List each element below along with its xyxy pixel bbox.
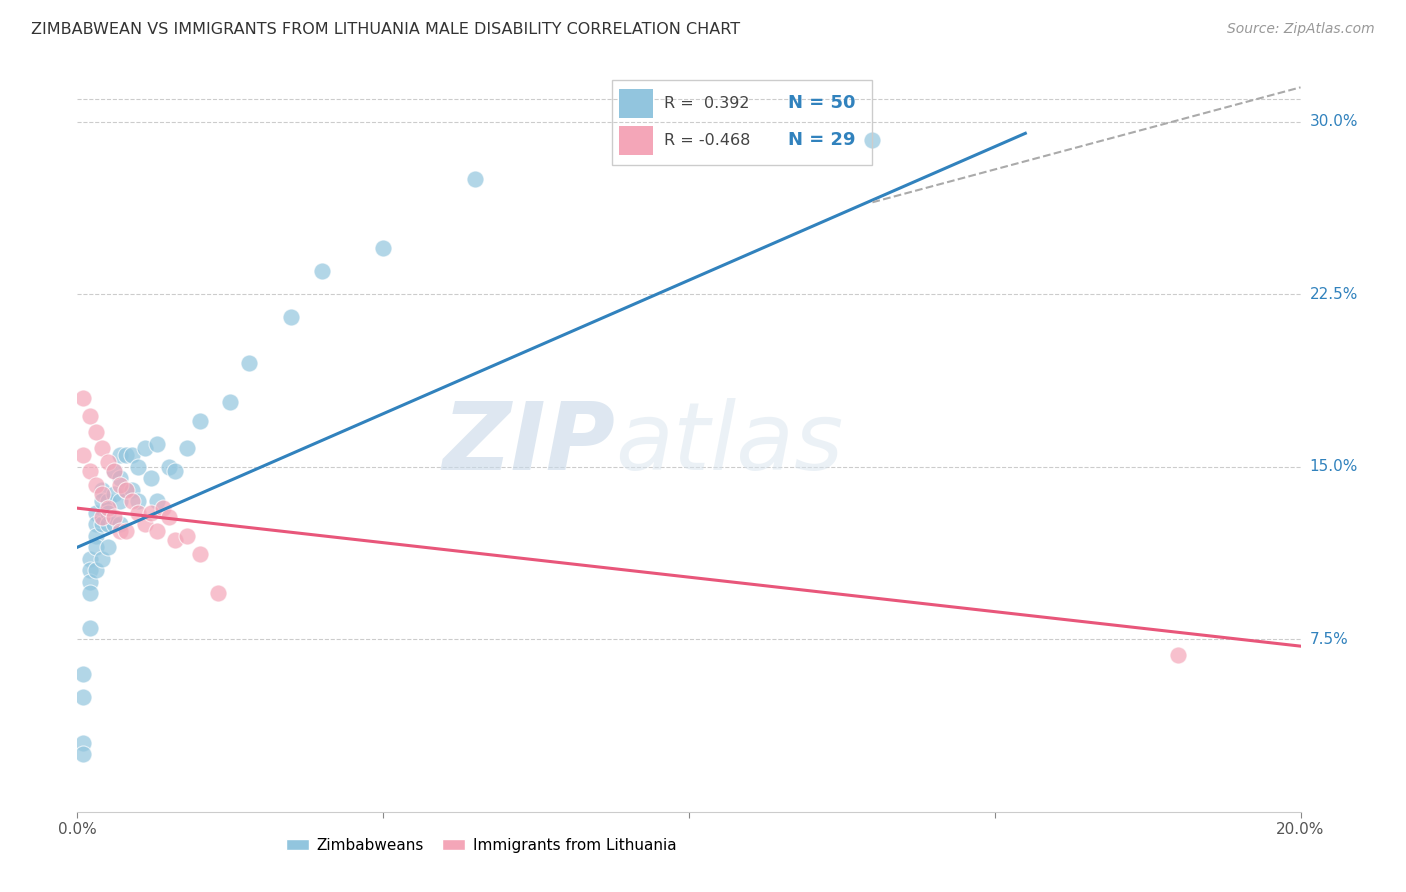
Text: 30.0%: 30.0% [1310,114,1358,129]
Point [165,533,187,548]
Point [72,666,94,681]
Point [108,524,131,538]
Point [103,510,125,524]
Text: ZIP: ZIP [443,398,616,490]
Point [103,517,125,532]
Point [79,621,101,635]
Point [108,517,131,532]
Point [84,506,107,520]
Point [146,436,169,450]
Point [176,442,198,456]
Point [90,442,112,456]
Text: ZIMBABWEAN VS IMMIGRANTS FROM LITHUANIA MALE DISABILITY CORRELATION CHART: ZIMBABWEAN VS IMMIGRANTS FROM LITHUANIA … [31,22,740,37]
Point [127,459,149,474]
Text: 7.5%: 7.5% [1310,632,1348,647]
Point [108,478,131,492]
Point [103,487,125,501]
Point [115,483,138,497]
Point [72,747,94,762]
Point [176,529,198,543]
Point [165,464,187,478]
Point [115,524,138,538]
Point [97,455,120,469]
Point [90,551,112,566]
Point [72,448,94,462]
Point [103,464,125,478]
Point [79,464,101,478]
Point [139,506,162,520]
Point [121,494,143,508]
Point [79,574,101,589]
Point [90,510,112,524]
Point [84,541,107,555]
Point [464,172,486,186]
Text: atlas: atlas [616,398,844,490]
Point [207,586,229,600]
Point [121,448,143,462]
Point [90,494,112,508]
Point [115,483,138,497]
Point [108,494,131,508]
Point [862,133,884,147]
Point [152,501,174,516]
Point [146,494,169,508]
Point [90,517,112,532]
Point [371,241,394,255]
Point [79,586,101,600]
Point [188,414,211,428]
Point [97,517,120,532]
Text: N = 29: N = 29 [789,131,856,150]
Point [238,356,260,370]
Point [97,506,120,520]
Text: 22.5%: 22.5% [1310,287,1358,301]
Point [84,563,107,577]
Text: 15.0%: 15.0% [1310,459,1358,475]
Point [219,395,242,409]
Text: N = 50: N = 50 [789,95,856,112]
Point [97,501,120,516]
Point [97,494,120,508]
Point [157,510,180,524]
Point [72,690,94,704]
Point [79,563,101,577]
Point [90,483,112,497]
Text: R = -0.468: R = -0.468 [664,133,749,148]
Bar [620,89,654,118]
Bar [620,126,654,155]
Point [97,541,120,555]
Legend: Zimbabweans, Immigrants from Lithuania: Zimbabweans, Immigrants from Lithuania [280,832,682,859]
Point [72,736,94,750]
Text: R =  0.392: R = 0.392 [664,95,749,111]
Point [121,483,143,497]
Text: Source: ZipAtlas.com: Source: ZipAtlas.com [1227,22,1375,37]
Point [79,551,101,566]
Point [280,310,302,325]
Point [115,448,138,462]
Point [90,487,112,501]
Point [127,494,149,508]
Point [134,517,156,532]
Point [84,517,107,532]
Point [157,459,180,474]
Point [311,264,333,278]
Point [103,464,125,478]
Point [84,425,107,440]
Point [84,478,107,492]
Point [134,442,156,456]
Point [1167,648,1189,663]
Point [127,506,149,520]
Point [79,409,101,424]
Point [72,391,94,405]
Point [188,547,211,561]
Point [108,448,131,462]
Point [108,471,131,485]
Point [146,524,169,538]
Point [84,529,107,543]
Point [139,471,162,485]
